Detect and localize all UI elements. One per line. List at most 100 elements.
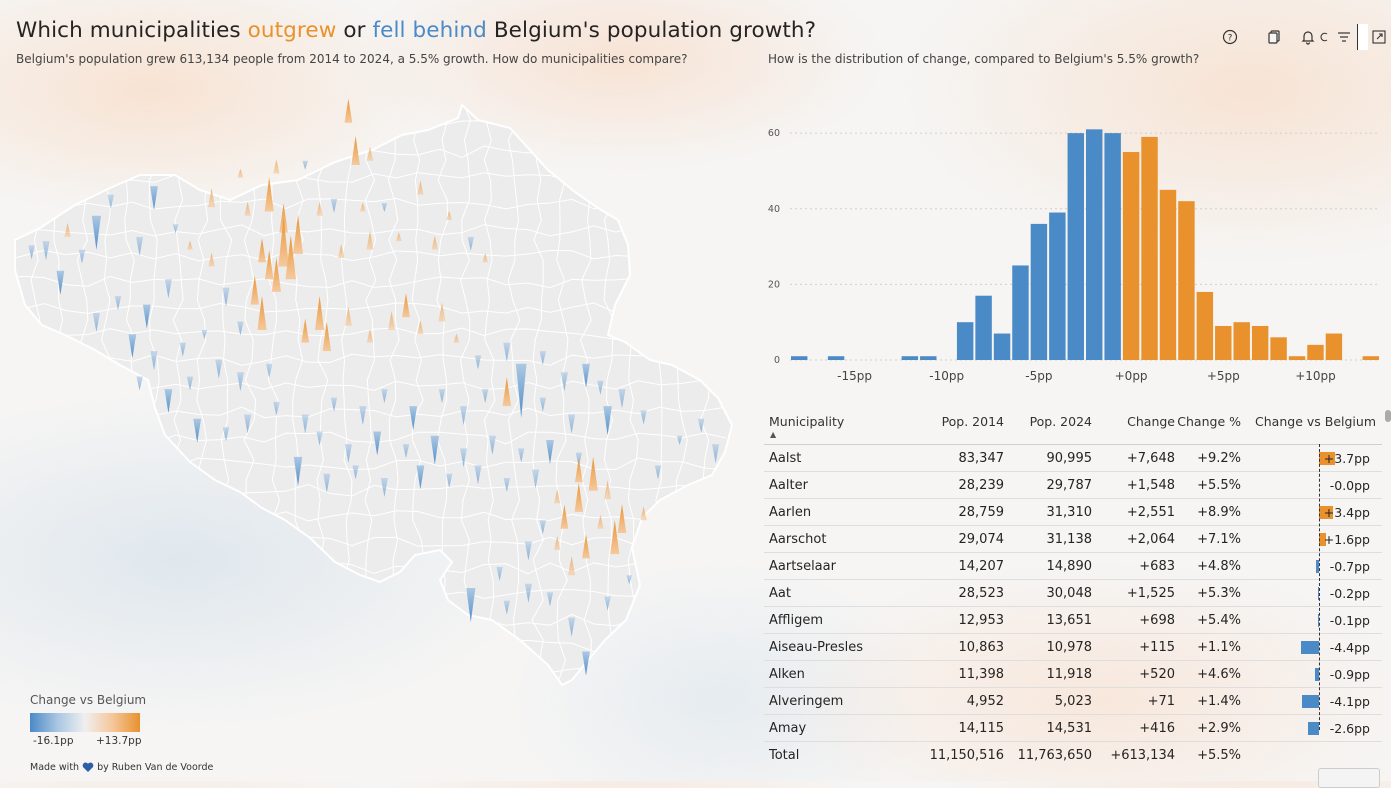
map-spike[interactable] xyxy=(430,435,440,465)
map-spike[interactable] xyxy=(640,410,647,425)
map-spike[interactable] xyxy=(215,359,223,379)
map-spike[interactable] xyxy=(28,245,35,260)
table-row[interactable]: Alveringem 4,952 5,023 +71 +1.4% -4.1pp xyxy=(764,688,1382,715)
map-spike[interactable] xyxy=(474,355,482,370)
map-spike[interactable] xyxy=(610,520,620,555)
map-spike[interactable] xyxy=(618,389,626,409)
map-spike[interactable] xyxy=(417,180,424,195)
map-spike[interactable] xyxy=(164,279,172,299)
map-spike[interactable] xyxy=(604,480,612,500)
histogram-bar[interactable] xyxy=(1288,356,1306,360)
map-spike[interactable] xyxy=(208,252,215,267)
map-spike[interactable] xyxy=(467,236,474,251)
map-spike[interactable] xyxy=(539,520,546,535)
column-header-municipality[interactable]: Municipality xyxy=(769,414,845,429)
map-spike[interactable] xyxy=(482,389,489,404)
histogram-bar[interactable] xyxy=(1067,133,1084,360)
map-spike[interactable] xyxy=(285,235,297,280)
table-row[interactable]: Aarschot 29,074 31,138 +2,064 +7.1% +1.6pp xyxy=(764,526,1382,553)
map-spike[interactable] xyxy=(417,320,424,335)
map-spike[interactable] xyxy=(237,321,244,336)
map-spike[interactable] xyxy=(395,232,402,242)
map-spike[interactable] xyxy=(488,435,496,455)
map-spike[interactable] xyxy=(338,244,345,259)
map-spike[interactable] xyxy=(366,146,374,161)
histogram-bar[interactable] xyxy=(1362,356,1379,360)
map-spike[interactable] xyxy=(344,444,352,464)
filter-icon[interactable] xyxy=(1333,26,1355,48)
map-spike[interactable] xyxy=(344,306,352,326)
map-spike[interactable] xyxy=(301,318,310,343)
map-spike[interactable] xyxy=(402,444,410,459)
histogram-bar[interactable] xyxy=(1049,212,1066,360)
map-spike[interactable] xyxy=(359,406,367,426)
map-spike[interactable] xyxy=(474,465,482,485)
table-row[interactable]: Amay 14,115 14,531 +416 +2.9% -2.6pp xyxy=(764,715,1382,742)
map-spike[interactable] xyxy=(453,333,460,343)
map-spike[interactable] xyxy=(431,235,438,250)
map-spike[interactable] xyxy=(438,302,446,322)
map-spike[interactable] xyxy=(359,202,366,212)
map-spike[interactable] xyxy=(554,489,561,504)
map-spike[interactable] xyxy=(416,465,425,490)
map-spike[interactable] xyxy=(244,201,251,216)
histogram-bar[interactable] xyxy=(993,333,1011,360)
map-spike[interactable] xyxy=(597,380,604,395)
map-spike[interactable] xyxy=(128,334,137,359)
bell-icon[interactable] xyxy=(1297,26,1319,48)
histogram-bar[interactable] xyxy=(1141,136,1158,360)
histogram-bar[interactable] xyxy=(901,356,919,360)
map-spike[interactable] xyxy=(258,238,266,263)
map-spike[interactable] xyxy=(316,431,323,446)
map-spike[interactable] xyxy=(446,473,453,488)
map-spike[interactable] xyxy=(302,160,309,170)
histogram-bar[interactable] xyxy=(1122,152,1140,360)
map-spike[interactable] xyxy=(179,342,186,357)
map-spike[interactable] xyxy=(187,240,193,250)
map-spike[interactable] xyxy=(388,310,396,330)
histogram-bar[interactable] xyxy=(975,295,992,360)
histogram-bar[interactable] xyxy=(1012,265,1029,360)
map-spike[interactable] xyxy=(626,575,633,585)
belgium-spike-map[interactable] xyxy=(0,80,740,700)
map-spike[interactable] xyxy=(604,596,611,611)
map-spike[interactable] xyxy=(482,253,489,263)
histogram-bar[interactable] xyxy=(1215,325,1232,360)
map-spike[interactable] xyxy=(330,397,338,412)
column-header-pop-2024[interactable]: Pop. 2024 xyxy=(1029,414,1092,429)
map-spike[interactable] xyxy=(136,236,144,256)
table-row[interactable]: Aat 28,523 30,048 +1,525 +5.3% -0.2pp xyxy=(764,580,1382,607)
table-row[interactable]: Aartselaar 14,207 14,890 +683 +4.8% -0.7pp xyxy=(764,553,1382,580)
map-spike[interactable] xyxy=(582,363,590,388)
map-spike[interactable] xyxy=(503,478,510,493)
map-spike[interactable] xyxy=(654,465,662,480)
histogram-bar[interactable] xyxy=(1159,189,1177,360)
map-spike[interactable] xyxy=(114,296,122,311)
map-spike[interactable] xyxy=(503,342,511,362)
histogram-bar[interactable] xyxy=(1104,133,1121,360)
map-spike[interactable] xyxy=(366,328,374,343)
map-spike[interactable] xyxy=(107,194,114,209)
histogram-bar[interactable] xyxy=(827,356,845,360)
map-spike[interactable] xyxy=(301,414,309,434)
map-spike[interactable] xyxy=(315,295,325,330)
map-spike[interactable] xyxy=(244,414,252,434)
map-spike[interactable] xyxy=(264,177,274,212)
column-header-change-vs-belgium[interactable]: Change vs Belgium xyxy=(1255,414,1376,429)
map-spike[interactable] xyxy=(712,444,720,464)
histogram-bar[interactable] xyxy=(1178,201,1195,360)
map-spike[interactable] xyxy=(208,188,216,208)
map-spike[interactable] xyxy=(352,465,359,480)
map-spike[interactable] xyxy=(588,456,598,491)
map-spike[interactable] xyxy=(460,406,468,426)
map-spike[interactable] xyxy=(515,363,527,418)
map-spike[interactable] xyxy=(322,322,332,352)
map-spike[interactable] xyxy=(503,600,510,615)
map-spike[interactable] xyxy=(142,304,151,329)
map-spike[interactable] xyxy=(546,439,554,464)
map-spike[interactable] xyxy=(78,249,86,264)
map-spike[interactable] xyxy=(640,506,647,521)
map-spike[interactable] xyxy=(502,377,512,407)
map-spike[interactable] xyxy=(532,469,540,489)
table-row[interactable]: Alken 11,398 11,918 +520 +4.6% -0.9pp xyxy=(764,661,1382,688)
